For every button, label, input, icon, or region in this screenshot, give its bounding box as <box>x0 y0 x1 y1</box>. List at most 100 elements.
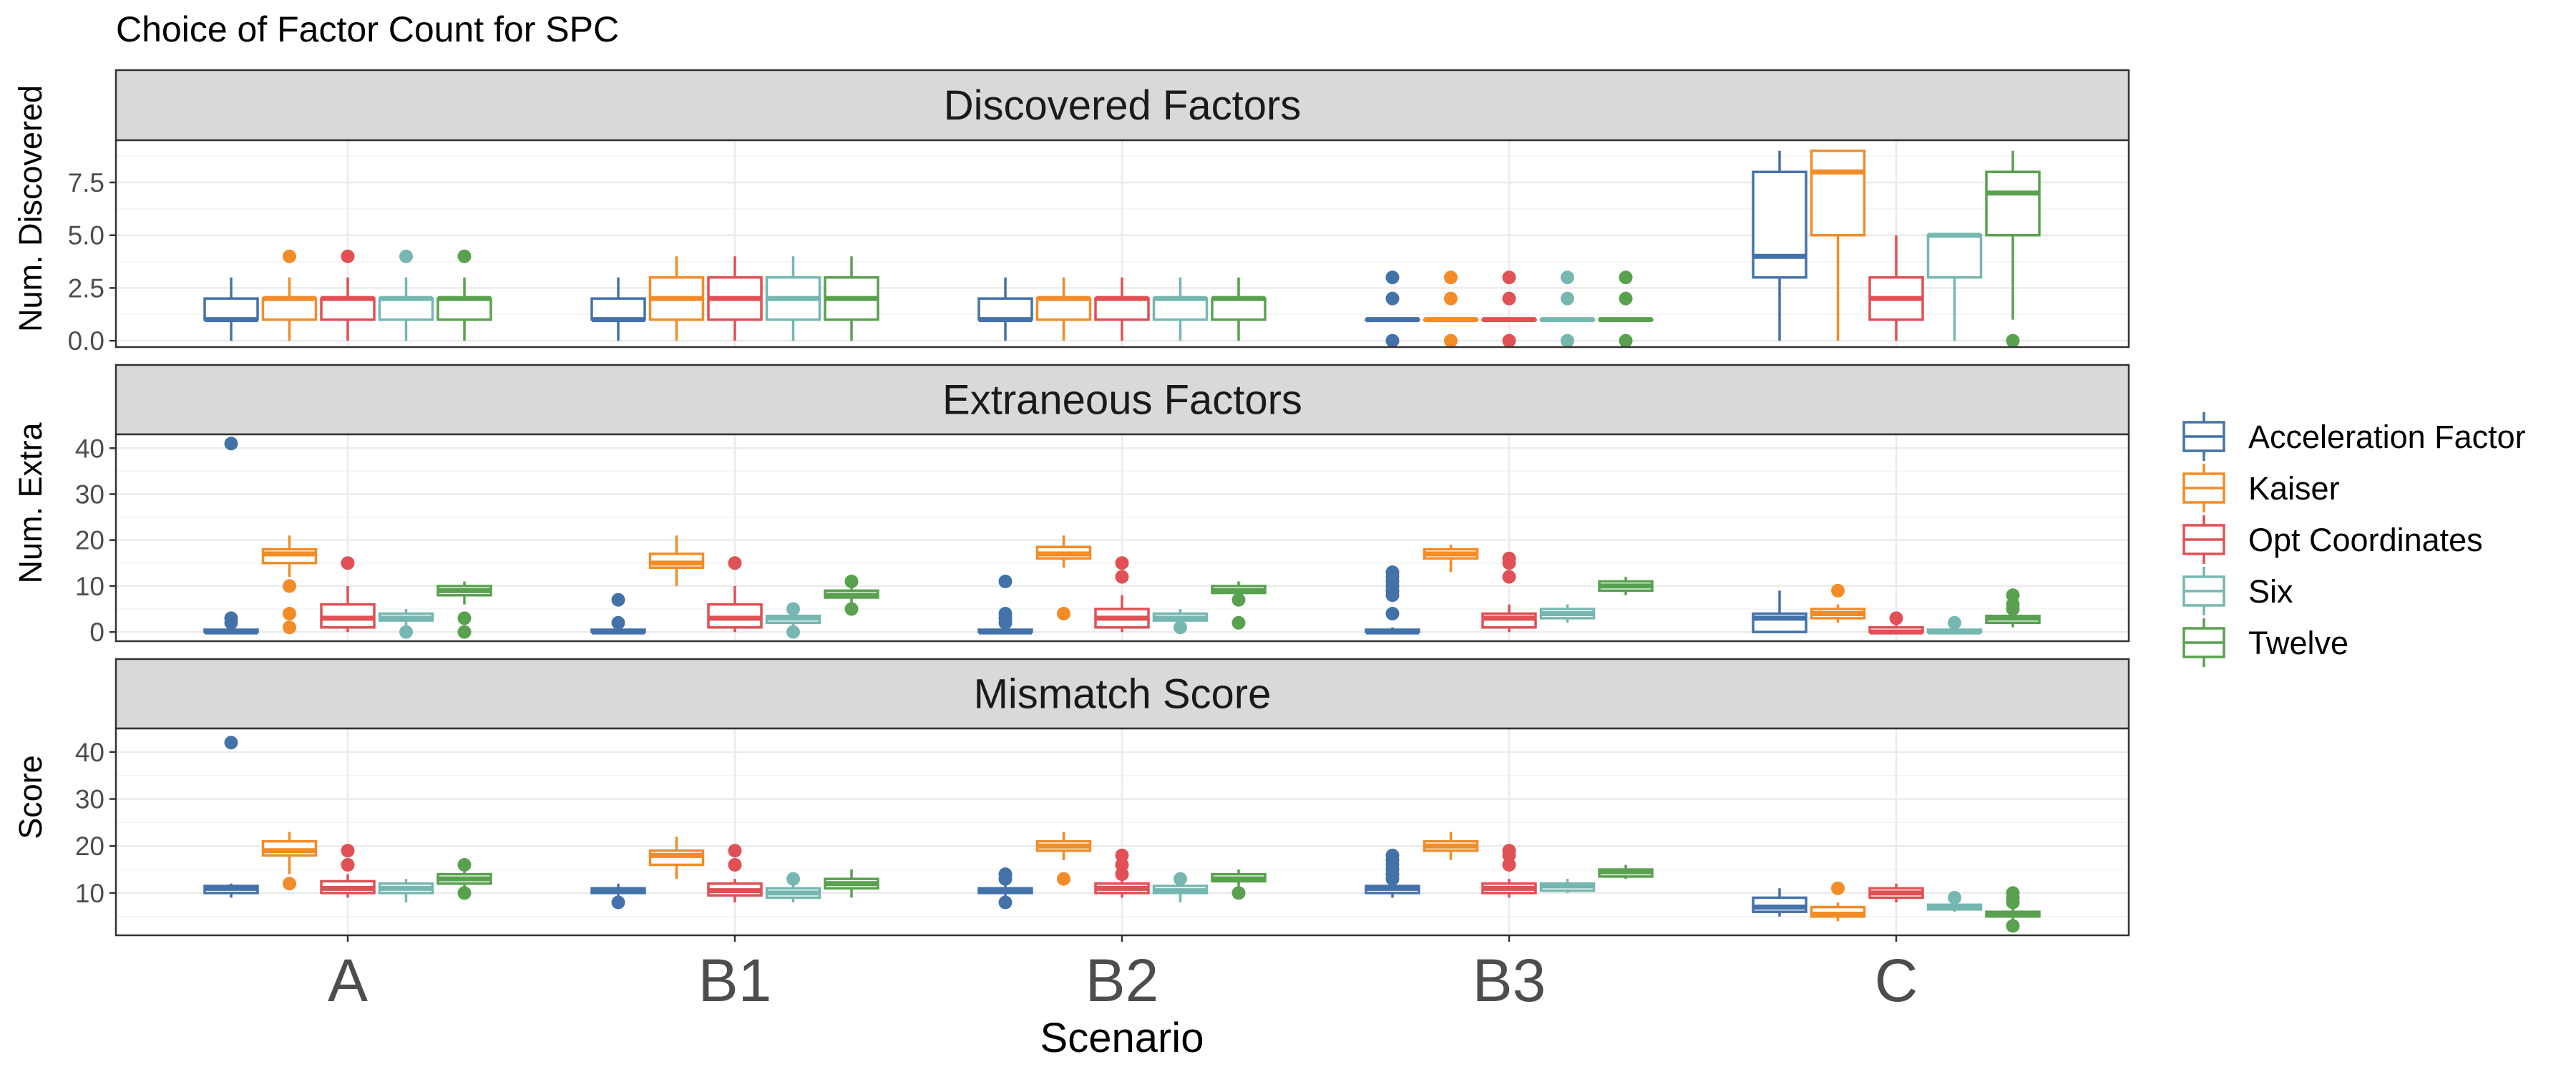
outlier-point <box>457 886 472 900</box>
facet-strip-label: Mismatch Score <box>974 671 1272 718</box>
outlier-point <box>998 867 1013 882</box>
outlier-point <box>457 611 472 625</box>
box-opt-coordinates <box>1094 277 1150 341</box>
box-opt-coordinates <box>1481 271 1537 348</box>
box-six <box>1539 271 1596 348</box>
box-opt-coordinates <box>320 556 376 633</box>
x-tick-label: C <box>1875 947 1918 1014</box>
box-group-c <box>1752 583 2041 635</box>
box-group-a <box>203 249 492 341</box>
box-group-b1 <box>590 256 879 341</box>
outlier-point <box>1502 333 1516 348</box>
box-six <box>378 249 434 341</box>
legend-label: Opt Coordinates <box>2248 522 2483 558</box>
box-acceleration-factor <box>590 277 646 341</box>
facet-strip-background <box>114 658 2130 730</box>
box-group-b3 <box>1365 832 1654 898</box>
y-tick-label: 7.5 <box>68 168 104 198</box>
outlier-point <box>1831 881 1845 895</box>
outlier-point <box>786 602 800 616</box>
box-twelve <box>824 575 879 616</box>
box-group-c <box>1752 881 2041 933</box>
box-iqr <box>1094 297 1150 321</box>
outlier-point <box>611 615 625 630</box>
box-opt-coordinates <box>707 556 763 633</box>
box-kaiser <box>261 535 318 635</box>
box-six <box>1152 609 1209 635</box>
box-kaiser <box>1810 149 1866 341</box>
box-group-b2 <box>977 535 1267 635</box>
box-six <box>765 602 821 639</box>
box-twelve <box>1211 277 1267 341</box>
outlier-point <box>1231 593 1246 607</box>
box-opt-coordinates <box>320 249 376 341</box>
box-group-c <box>1752 149 2041 348</box>
box-acceleration-factor <box>203 736 259 898</box>
outlier-point <box>1502 291 1516 306</box>
outlier-point <box>1619 271 1633 285</box>
outlier-point <box>2006 333 2020 348</box>
box-iqr <box>436 297 492 321</box>
box-opt-coordinates <box>320 844 376 898</box>
y-tick-label: 40 <box>75 434 104 463</box>
outlier-point <box>1889 611 1903 625</box>
box-acceleration-factor <box>977 277 1033 341</box>
box-six <box>1926 890 1983 912</box>
box-kaiser <box>1035 277 1092 341</box>
outlier-point <box>224 736 238 750</box>
panel-border <box>114 433 2130 643</box>
outlier-point <box>1115 556 1129 570</box>
outlier-point <box>1385 565 1400 580</box>
box-iqr <box>1211 297 1267 321</box>
box-acceleration-factor <box>977 575 1033 635</box>
outlier-point <box>1502 271 1516 285</box>
box-iqr <box>203 297 259 321</box>
box-opt-coordinates <box>1868 235 1924 341</box>
box-kaiser <box>1035 535 1092 620</box>
outlier-point <box>1502 570 1516 584</box>
box-group-a <box>203 437 492 639</box>
outlier-point <box>1561 333 1574 348</box>
box-iqr <box>590 297 646 321</box>
box-six <box>1152 872 1209 903</box>
outlier-point <box>1231 886 1246 900</box>
y-tick-label: 2.5 <box>68 273 104 303</box>
box-acceleration-factor <box>1365 271 1420 348</box>
outlier-point <box>399 249 413 263</box>
outlier-point <box>341 844 355 858</box>
y-axis-ticks: 0.0 2.5 5.0 7.5 <box>68 168 116 356</box>
outlier-point <box>283 579 296 593</box>
box-opt-coordinates <box>707 256 763 341</box>
box-iqr <box>320 297 376 321</box>
box-group-b3 <box>1365 271 1654 348</box>
legend-label: Acceleration Factor <box>2248 419 2526 455</box>
box-iqr <box>1810 149 1866 237</box>
outlier-point <box>1385 333 1400 348</box>
outlier-point <box>1502 844 1516 858</box>
box-twelve <box>1598 577 1654 595</box>
outlier-point <box>1174 620 1187 635</box>
outlier-point <box>1444 271 1458 285</box>
box-acceleration-factor <box>1365 565 1420 635</box>
y-tick-label: 40 <box>75 738 104 767</box>
outlier-point <box>1948 615 1961 630</box>
outlier-point <box>341 249 355 263</box>
outlier-point <box>341 556 355 570</box>
outlier-point <box>1174 872 1187 886</box>
y-tick-label: 0.0 <box>68 326 104 356</box>
outlier-point <box>457 857 472 872</box>
box-acceleration-factor <box>590 593 646 635</box>
outlier-point <box>1502 551 1516 565</box>
outlier-point <box>1385 291 1400 306</box>
facet-strip-label: Extraneous Factors <box>942 377 1302 424</box>
x-tick-label: B1 <box>698 947 772 1014</box>
outlier-point <box>1831 583 1845 598</box>
outlier-point <box>1561 271 1574 285</box>
outlier-point <box>998 606 1013 620</box>
box-six <box>765 872 821 903</box>
outlier-point <box>283 249 296 263</box>
box-twelve <box>1598 271 1654 348</box>
box-acceleration-factor <box>1365 848 1420 898</box>
box-kaiser <box>1423 545 1479 572</box>
